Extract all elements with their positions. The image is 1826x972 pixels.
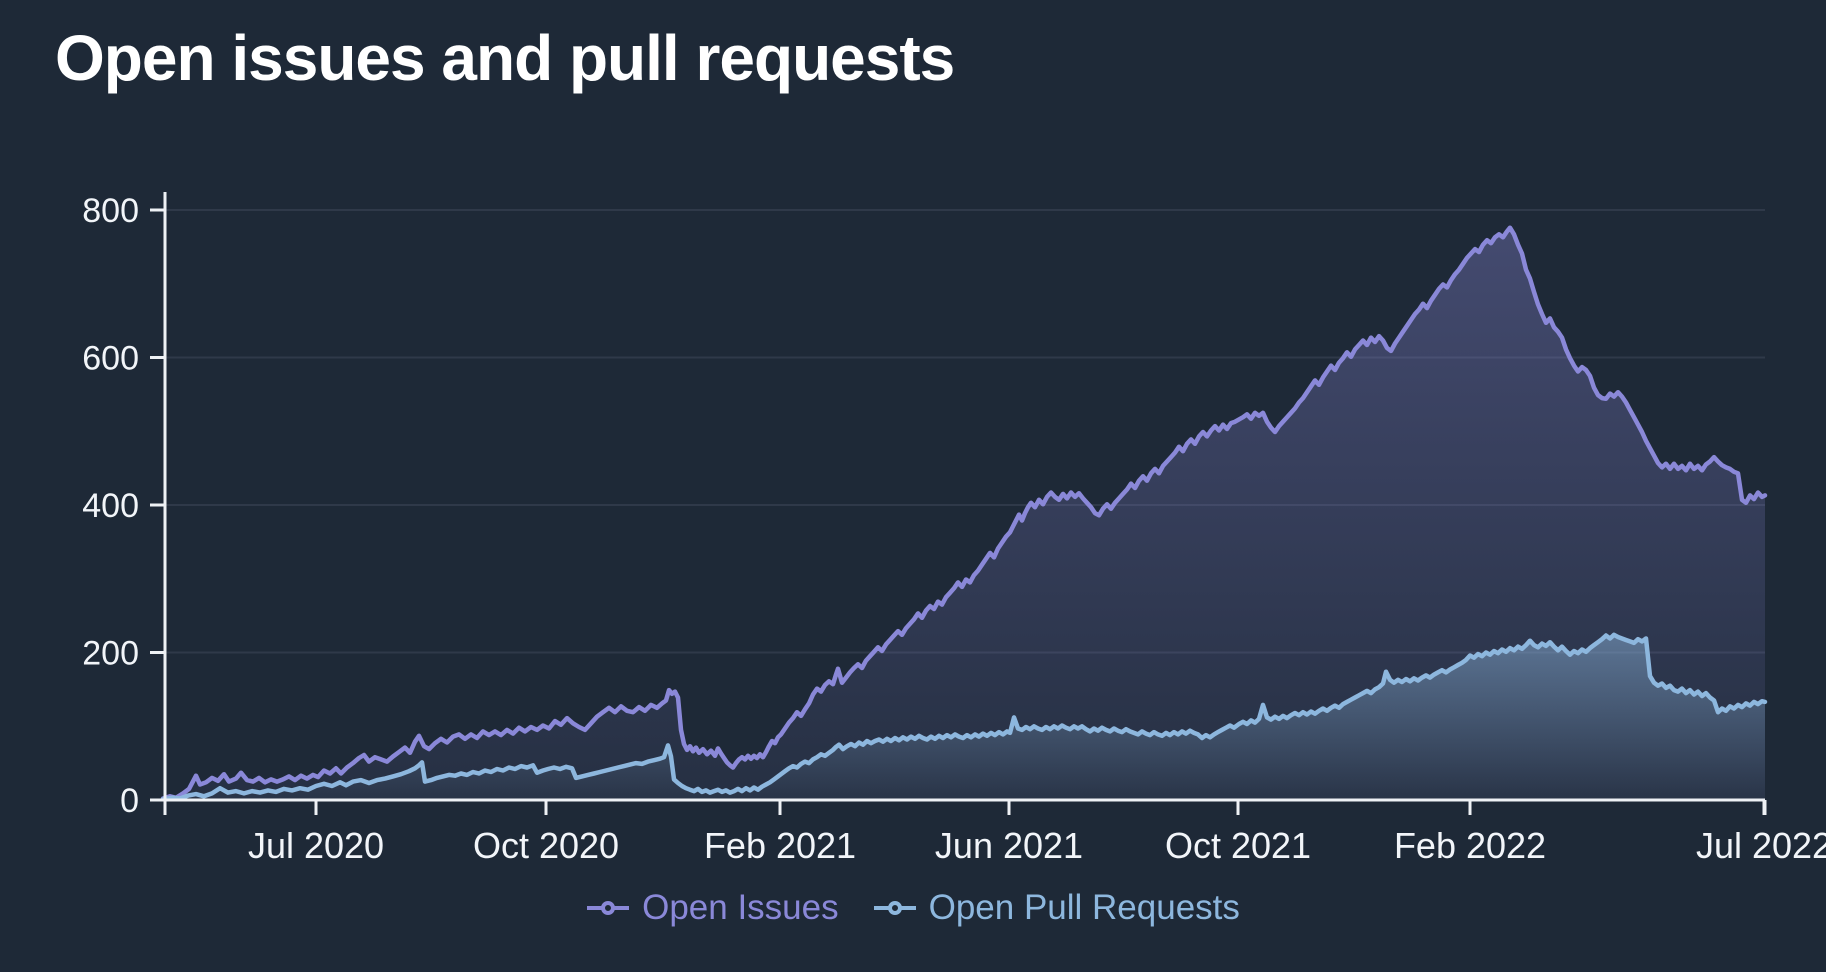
svg-text:Jul 2020: Jul 2020 [248,825,384,866]
open-pull-requests-line-icon [873,901,916,915]
svg-text:0: 0 [120,782,139,820]
svg-text:800: 800 [82,192,139,230]
page-title: Open issues and pull requests [55,22,955,94]
svg-text:Feb 2022: Feb 2022 [1394,825,1546,866]
chart-legend: Open Issues Open Pull Requests [0,888,1826,928]
svg-text:Oct 2020: Oct 2020 [473,825,619,866]
svg-text:600: 600 [82,340,139,378]
svg-text:Oct 2021: Oct 2021 [1165,825,1311,866]
legend-item-open-pull-requests: Open Pull Requests [873,888,1240,928]
legend-label-open-pull-requests: Open Pull Requests [928,888,1240,927]
svg-text:200: 200 [82,635,139,673]
svg-text:Jun 2021: Jun 2021 [935,825,1083,866]
svg-text:400: 400 [82,487,139,525]
svg-text:Feb 2021: Feb 2021 [704,825,856,866]
legend-item-open-issues: Open Issues [586,888,839,928]
svg-text:Jul 2022: Jul 2022 [1696,825,1826,866]
legend-label-open-issues: Open Issues [642,888,839,927]
open-issues-line-icon [587,901,630,915]
